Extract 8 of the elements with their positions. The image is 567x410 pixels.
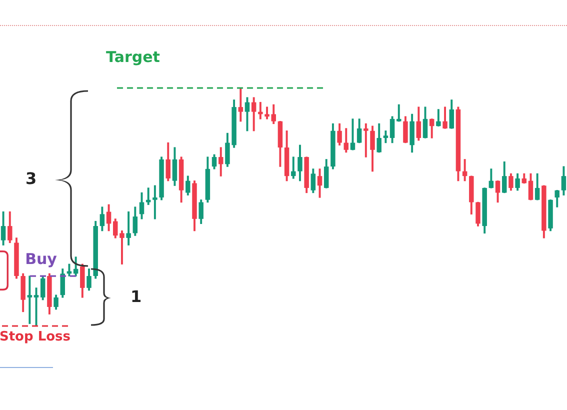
ref-line-label: Stop Loss xyxy=(0,329,71,344)
annotation: 3 xyxy=(25,169,37,188)
candlestick xyxy=(152,185,158,220)
candlestick xyxy=(27,276,32,324)
ref-line-label: Target xyxy=(106,48,160,66)
annotation: 1 xyxy=(130,287,142,306)
ref-line-label: Buy xyxy=(25,250,58,268)
candlestick xyxy=(364,123,368,158)
